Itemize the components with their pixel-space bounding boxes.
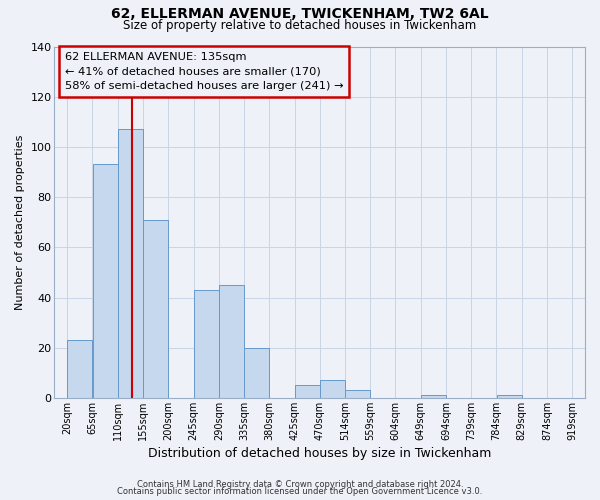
- Text: 62 ELLERMAN AVENUE: 135sqm
← 41% of detached houses are smaller (170)
58% of sem: 62 ELLERMAN AVENUE: 135sqm ← 41% of deta…: [65, 52, 344, 92]
- Text: Contains HM Land Registry data © Crown copyright and database right 2024.: Contains HM Land Registry data © Crown c…: [137, 480, 463, 489]
- Bar: [497, 396, 521, 398]
- Bar: [320, 380, 344, 398]
- Bar: [67, 340, 92, 398]
- Bar: [345, 390, 370, 398]
- Bar: [92, 164, 118, 398]
- Bar: [143, 220, 168, 398]
- Bar: [295, 386, 320, 398]
- Bar: [421, 396, 446, 398]
- Bar: [244, 348, 269, 398]
- Text: Size of property relative to detached houses in Twickenham: Size of property relative to detached ho…: [124, 18, 476, 32]
- X-axis label: Distribution of detached houses by size in Twickenham: Distribution of detached houses by size …: [148, 447, 491, 460]
- Text: 62, ELLERMAN AVENUE, TWICKENHAM, TW2 6AL: 62, ELLERMAN AVENUE, TWICKENHAM, TW2 6AL: [111, 8, 489, 22]
- Bar: [118, 130, 143, 398]
- Y-axis label: Number of detached properties: Number of detached properties: [15, 134, 25, 310]
- Bar: [194, 290, 219, 398]
- Bar: [219, 285, 244, 398]
- Text: Contains public sector information licensed under the Open Government Licence v3: Contains public sector information licen…: [118, 487, 482, 496]
